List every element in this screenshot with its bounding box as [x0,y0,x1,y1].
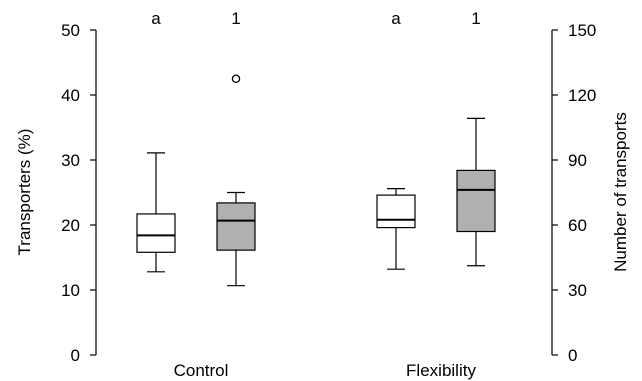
right-tick-label-30: 30 [568,281,587,300]
box-left-control: a [136,9,176,273]
left-tick-label-50: 50 [61,21,80,40]
right-axis-title: Number of transports [611,112,630,272]
box-right-control: 1 [216,9,256,287]
box-right-flexibility: 1 [456,9,496,267]
iqr-box-right-control [216,202,256,251]
left-axis-ticks: 0 10 20 30 40 50 [61,21,96,365]
outlier-right-control-0 [231,74,241,84]
boxes-layer: a a 1 1 [136,9,496,287]
significance-label-right-flexibility: 1 [471,9,480,28]
category-label-control: Control [174,361,229,380]
left-tick-label-0: 0 [71,346,80,365]
right-tick-label-90: 90 [568,151,587,170]
left-axis-title: Transporters (%) [15,129,34,256]
left-tick-label-10: 10 [61,281,80,300]
significance-label-left-flexibility: a [391,9,401,28]
right-tick-label-120: 120 [568,86,596,105]
iqr-box-left-control [136,213,176,253]
iqr-box-left-flexibility [376,194,416,229]
left-tick-label-30: 30 [61,151,80,170]
significance-label-left-control: a [151,9,161,28]
right-tick-label-150: 150 [568,21,596,40]
box-left-flexibility: a [376,9,416,270]
right-tick-label-60: 60 [568,216,587,235]
right-tick-label-0: 0 [568,346,577,365]
left-tick-label-20: 20 [61,216,80,235]
significance-label-right-control: 1 [231,9,240,28]
left-tick-label-40: 40 [61,86,80,105]
iqr-box-right-flexibility [456,169,496,233]
right-axis-ticks: 0 30 60 90 120 150 [552,21,596,365]
category-label-flexibility: Flexibility [406,361,476,380]
